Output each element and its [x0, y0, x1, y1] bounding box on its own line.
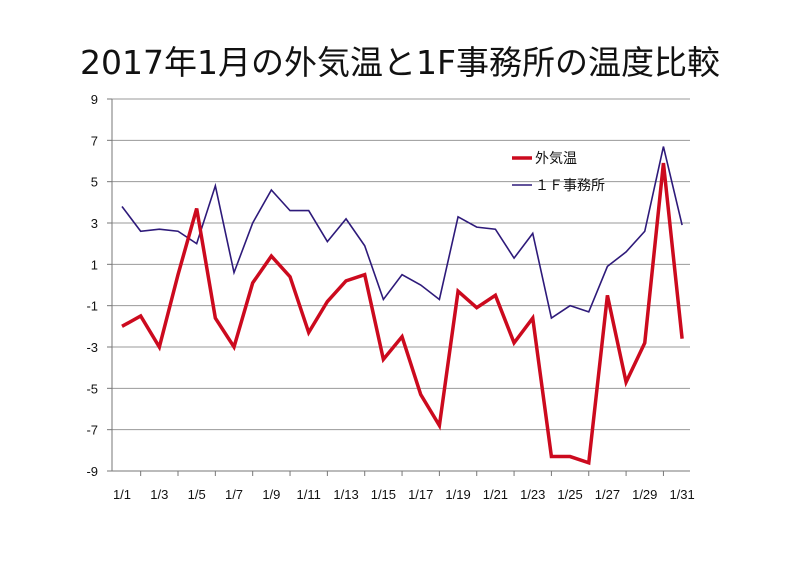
y-tick-label: 7: [91, 133, 98, 148]
y-tick-label: 9: [91, 92, 98, 107]
x-tick-label: 1/27: [595, 487, 620, 502]
x-tick-label: 1/1: [113, 487, 131, 502]
x-tick-label: 1/31: [669, 487, 694, 502]
legend-label: 外気温: [535, 151, 577, 167]
x-tick-label: 1/3: [150, 487, 168, 502]
x-tick-label: 1/13: [333, 487, 358, 502]
x-tick-label: 1/21: [483, 487, 508, 502]
series-line: [121, 146, 683, 320]
x-tick-label: 1/17: [408, 487, 433, 502]
x-tick-label: 1/25: [557, 487, 582, 502]
x-tick-label: 1/5: [188, 487, 206, 502]
x-tick-label: 1/9: [262, 487, 280, 502]
y-tick-label: -3: [86, 340, 98, 355]
x-tick-label: 1/15: [371, 487, 396, 502]
legend-label: １Ｆ事務所: [535, 178, 605, 194]
y-tick-label: 5: [91, 175, 98, 190]
y-tick-label: 1: [91, 257, 98, 272]
x-tick-label: 1/19: [445, 487, 470, 502]
y-tick-label: 3: [91, 216, 98, 231]
x-tick-label: 1/23: [520, 487, 545, 502]
y-tick-label: -1: [86, 299, 98, 314]
x-tick-label: 1/29: [632, 487, 657, 502]
chart-title: 2017年1月の外気温と1F事務所の温度比較: [80, 43, 720, 82]
x-tick-label: 1/7: [225, 487, 243, 502]
x-tick-label: 1/11: [297, 487, 321, 502]
y-tick-label: -7: [86, 423, 98, 438]
y-tick-label: -9: [86, 464, 98, 479]
y-tick-label: -5: [86, 381, 98, 396]
series-line: [121, 162, 684, 466]
